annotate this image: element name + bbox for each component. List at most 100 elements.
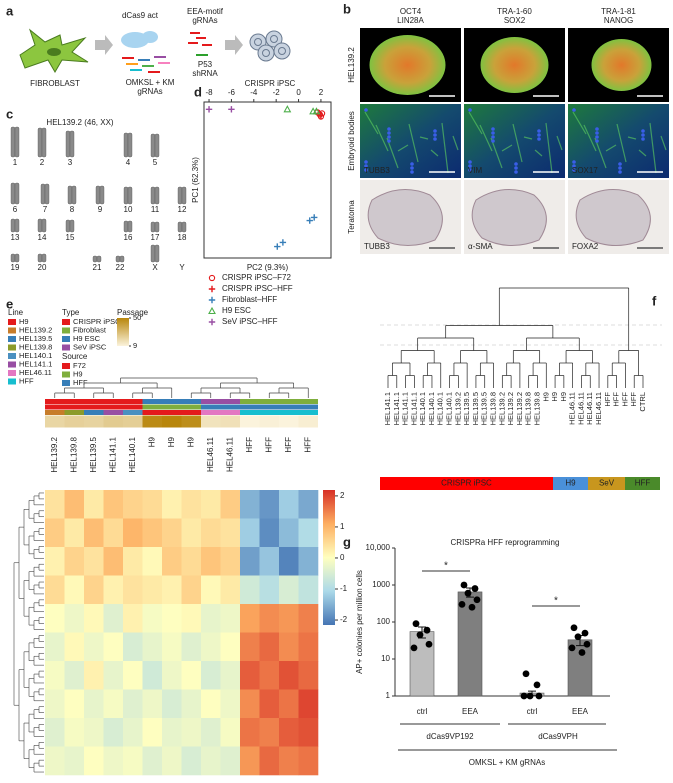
panel-label: g [343, 534, 351, 549]
heatmap-cell [298, 490, 319, 519]
label: FIBROBLAST [30, 79, 80, 88]
chromosome-label: 19 [11, 263, 20, 272]
point [274, 243, 281, 250]
legend-label: HEL139.8 [19, 342, 52, 351]
legend-swatch [62, 371, 70, 378]
legend-label: H9 [19, 317, 29, 326]
heatmap-cell [279, 746, 299, 776]
annotation-line [123, 410, 143, 415]
chromosome [150, 133, 156, 158]
legend-label: HFF [19, 376, 34, 385]
panel-label: f [652, 293, 657, 308]
heatmap-cell [45, 490, 65, 519]
nucleus [595, 135, 599, 139]
x-tick-label: -8 [205, 88, 213, 97]
heatmap-cell [220, 632, 241, 662]
annotation-passage [45, 415, 65, 428]
annotation-type [279, 399, 299, 404]
chromosome [10, 126, 16, 158]
chromosome-label: 2 [40, 158, 45, 167]
fiber [441, 122, 449, 174]
chromosome [10, 182, 16, 205]
data-point [423, 626, 431, 634]
annotation-type [162, 399, 182, 404]
y-tick-label: 1 [386, 691, 391, 700]
legend-swatch [62, 344, 70, 351]
heatmap-cell [220, 604, 241, 633]
legend-swatch [8, 370, 16, 376]
leaf-label: CTRL [638, 392, 647, 412]
chromosome [127, 132, 133, 158]
stain-marker: TRA-1-60 [497, 7, 532, 16]
panel-label: d [194, 84, 202, 99]
x-axis-label: PC2 (9.3%) [247, 263, 289, 272]
heatmap-cell [64, 547, 85, 576]
annotation-type [123, 399, 143, 404]
heatmap-cell [123, 575, 143, 605]
heatmap-cell [259, 661, 280, 690]
heatmap-cell [220, 575, 241, 605]
data-point [412, 620, 420, 628]
legend-swatch [8, 344, 16, 351]
heatmap-cell [45, 746, 65, 776]
image-label: TUBB3 [364, 242, 390, 251]
significance-label: * [444, 561, 448, 572]
stain-marker: SOX2 [504, 16, 526, 25]
heatmap-cell [84, 718, 104, 747]
annotation-line [240, 410, 260, 415]
heatmap-cell [201, 689, 221, 719]
panel-label: a [6, 3, 14, 18]
leaf-label: HEL141.1 [401, 392, 410, 425]
column-label: HFF [284, 437, 293, 453]
heatmap-cell [142, 632, 163, 662]
nucleus [468, 108, 472, 112]
annotation-passage [220, 415, 240, 428]
fiber [660, 135, 667, 151]
chromosome [115, 255, 121, 263]
chromosome-label: 22 [116, 263, 125, 272]
nucleus [572, 164, 576, 168]
heatmap-cell [181, 490, 202, 519]
nucleus [468, 164, 472, 168]
heatmap-cell [64, 746, 85, 776]
heatmap-cell [45, 661, 65, 690]
legend-label: F72 [73, 361, 86, 370]
annotation-type [103, 399, 123, 404]
chromosome [10, 253, 16, 263]
chromosome [92, 255, 98, 263]
heatmap-cell [240, 746, 260, 776]
stain-marker: NANOG [604, 16, 633, 25]
chromosome [99, 185, 105, 205]
annotation-type [259, 399, 279, 404]
data-point [458, 600, 466, 608]
leaf-label: HEL139.8 [524, 392, 533, 425]
group-label: H9 [565, 479, 576, 488]
tissue [367, 189, 443, 246]
fiber [468, 111, 483, 135]
heatmap-cell [103, 632, 124, 662]
fiber [479, 124, 493, 152]
heatmap-cell [64, 632, 85, 662]
chromosome [150, 186, 156, 205]
label: dCas9 act [122, 11, 159, 20]
chromosome [69, 219, 75, 233]
legend-title: Passage [117, 308, 149, 317]
fiber [430, 149, 439, 157]
heatmap-cell [45, 575, 65, 605]
annotation-passage [64, 415, 84, 428]
row-label: Teratoma [347, 200, 356, 234]
chromosome [119, 255, 125, 263]
heatmap-cell [279, 689, 299, 719]
heatmap-cell [45, 718, 65, 747]
nucleus [572, 160, 576, 164]
x-tick-label: 2 [319, 88, 324, 97]
column-label: HEL139.8 [69, 436, 78, 472]
point [312, 107, 321, 115]
chromosome [154, 221, 160, 233]
heatmap-cell [64, 718, 85, 747]
tissue [575, 189, 651, 246]
data-point [568, 644, 576, 652]
heatmap-cell [84, 661, 104, 690]
leaf-label: HFF [612, 392, 621, 407]
heatmap-cell [220, 746, 241, 776]
